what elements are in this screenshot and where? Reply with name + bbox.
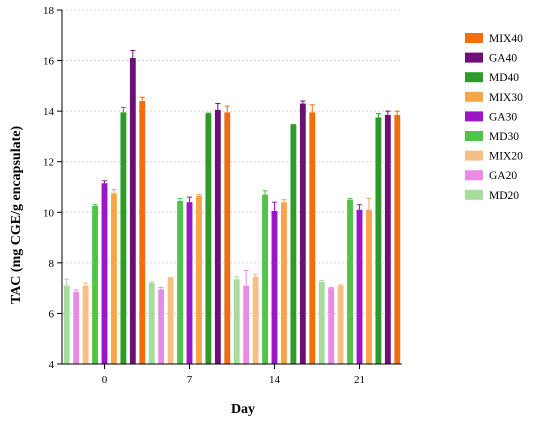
bar-md30-day-21 xyxy=(347,199,353,364)
bar-md30-day-7 xyxy=(177,200,183,364)
y-tick-label: 12 xyxy=(43,157,54,169)
bar-ga40-day-0 xyxy=(129,58,136,365)
bar-ga20-day-14 xyxy=(243,285,250,364)
bar-mix20-day-21 xyxy=(337,285,344,364)
bar-ga40-day-14 xyxy=(299,103,306,365)
legend-label-md30: MD30 xyxy=(489,131,519,143)
legend-swatch-mix20 xyxy=(465,150,483,161)
bar-mix30-day-14 xyxy=(281,202,287,364)
bar-ga30-day-0 xyxy=(101,183,108,364)
x-tick-label: 21 xyxy=(354,374,365,386)
legend-swatch-ga20 xyxy=(465,170,483,181)
axes xyxy=(57,9,402,369)
x-tick-label: 0 xyxy=(102,374,108,386)
bar-mix30-day-7 xyxy=(196,195,202,364)
legend-swatch-md30 xyxy=(465,131,483,141)
legend-label-ga40: GA40 xyxy=(489,53,517,65)
y-tick-label: 14 xyxy=(43,106,55,118)
bar-md40-day-21 xyxy=(375,117,382,364)
grid-lines xyxy=(62,9,402,314)
y-tick-label: 4 xyxy=(49,359,55,371)
y-tick-label: 16 xyxy=(43,56,55,68)
bar-ga20-day-7 xyxy=(158,289,165,364)
bar-mix20-day-14 xyxy=(252,276,259,364)
bar-mix40-day-0 xyxy=(139,101,146,365)
tick-labels: 4 6 8 10 12 14 16 18 0 7 14 21 xyxy=(43,5,365,386)
bar-mix40-day-14 xyxy=(309,112,316,365)
legend-label-mix20: MIX20 xyxy=(489,151,523,163)
bar-ga30-day-21 xyxy=(356,209,363,364)
legend-label-mix40: MIX40 xyxy=(489,33,523,45)
bar-md20-day-21 xyxy=(318,281,325,364)
bar-mix20-day-7 xyxy=(167,278,174,364)
y-tick-label: 8 xyxy=(49,258,55,270)
bar-md40-day-7 xyxy=(205,113,212,365)
bar-ga30-day-7 xyxy=(186,202,193,364)
bar-ga40-day-21 xyxy=(384,114,391,364)
y-tick-label: 18 xyxy=(43,5,55,17)
legend-label-ga30: GA30 xyxy=(489,111,517,123)
bar-mix40-day-21 xyxy=(394,114,401,364)
bar-md40-day-0 xyxy=(120,112,127,365)
legend-swatch-ga40 xyxy=(465,52,483,63)
bar-ga20-day-21 xyxy=(328,288,335,364)
legend-swatch-md40 xyxy=(465,72,483,83)
bar-mix40-day-7 xyxy=(224,112,231,365)
y-tick-label: 10 xyxy=(43,207,55,219)
bar-ga40-day-7 xyxy=(214,109,221,364)
y-tick-label: 6 xyxy=(49,308,55,320)
bar-md40-day-14 xyxy=(290,125,297,364)
bar-md30-day-0 xyxy=(92,205,98,364)
bar-ga30-day-14 xyxy=(271,211,278,364)
legend-swatch-mix30 xyxy=(465,91,483,102)
bar-ga20-day-0 xyxy=(73,291,80,364)
bar-mix30-day-0 xyxy=(111,193,117,364)
legend: MIX40 GA40 MD40 MIX30 GA30 MD30 MIX20 GA20 MD20 xyxy=(465,33,523,202)
x-tick-label: 7 xyxy=(187,374,193,386)
x-axis-title: Day xyxy=(231,402,255,417)
y-axis-title: TAC (mg CGE/g encapsulate) xyxy=(9,126,24,305)
bars xyxy=(63,49,401,365)
legend-label-ga20: GA20 xyxy=(489,170,517,182)
x-tick-label: 14 xyxy=(269,374,281,386)
legend-label-md40: MD40 xyxy=(489,72,519,84)
legend-swatch-md20 xyxy=(465,189,483,200)
legend-label-md20: MD20 xyxy=(489,190,519,202)
legend-swatch-ga30 xyxy=(465,111,483,122)
bar-mix30-day-21 xyxy=(366,209,372,364)
bar-mix20-day-0 xyxy=(82,285,89,364)
bar-md30-day-14 xyxy=(262,194,268,364)
legend-label-mix30: MIX30 xyxy=(489,92,523,104)
bar-md20-day-0 xyxy=(63,285,70,364)
legend-swatch-mix40 xyxy=(465,33,483,43)
bar-md20-day-14 xyxy=(233,279,240,364)
bar-md20-day-7 xyxy=(148,283,155,364)
